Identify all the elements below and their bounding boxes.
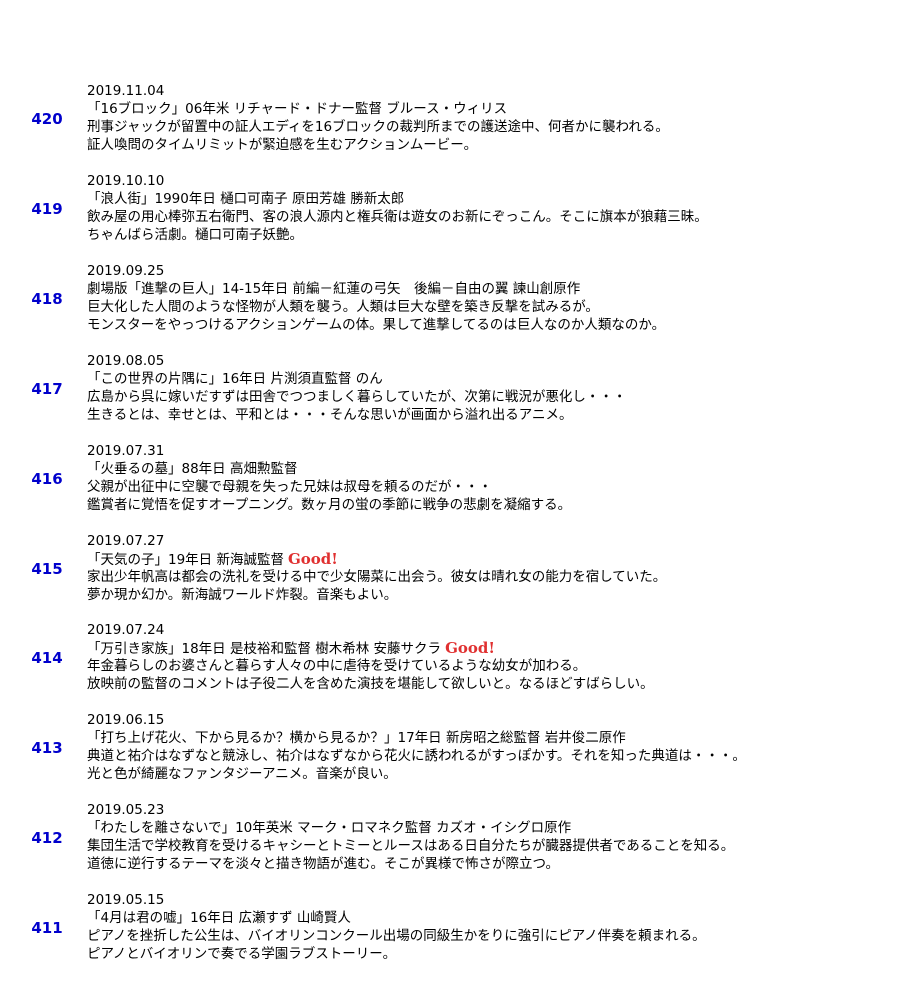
entry-description: 夢か現か幻か。新海誠ワールド炸裂。音楽もよい。 [87, 586, 398, 603]
entry-description: 年金暮らしのお婆さんと暮らす人々の中に虐待を受けているような幼女が加わる。 [87, 658, 587, 675]
entry-description: 広島から呉に嫁いだすずは田舎でつつましく暮らしていたが、次第に戦況が悪化し・・・ [87, 388, 627, 405]
entry-description: 父親が出征中に空襲で母親を失った兄妹は叔母を頼るのだが・・・ [87, 478, 492, 495]
entry-number: 415 [31, 559, 63, 578]
entry-title: 「打ち上げ花火、下から見るか？横から見るか？」17年日 新房昭之総監督 岩井俊二… [87, 729, 626, 747]
title-text: 劇場版「進撃の巨人」14-15年日 前編－紅蓮の弓矢 後編－自由の翼 諫山創原作 [87, 280, 581, 297]
title-text: 「万引き家族」18年日 是枝裕和監督 樹木希林 安藤サクラ [87, 641, 442, 658]
entry-description: モンスターをやっつけるアクションゲームの体。果して進撃してるのは巨人なのか人類な… [87, 316, 666, 333]
entry-date: 2019.06.15 [87, 712, 165, 729]
good-mark: Good! [445, 639, 495, 658]
entry-description: 光と色が綺麗なファンタジーアニメ。音楽が良い。 [87, 766, 397, 783]
entry-title: 「この世界の片隅に」16年日 片渕須直監督 のん [87, 370, 383, 388]
entry-description: 典道と祐介はなずなと競泳し、祐介はなずなから花火に誘われるがすっぽかす。それを知… [87, 748, 746, 765]
entry-date: 2019.07.24 [87, 622, 165, 639]
entry-title: 「天気の子」19年日 新海誠監督 Good! [87, 550, 338, 569]
entry-number: 419 [31, 199, 63, 218]
entry: 418 2019.09.25 劇場版「進撃の巨人」14-15年日 前編－紅蓮の弓矢 … [0, 262, 900, 342]
entry-title: 「4月は君の嘘」16年日 広瀬すず 山崎賢人 [87, 909, 351, 927]
entry-description: 刑事ジャックが留置中の証人エディを16ブロックの裁判所までの護送途中、何者かに襲… [87, 119, 669, 135]
entry: 416 2019.07.31 「火垂るの墓」88年日 高畑勲監督 父親が出征中に空襲で… [0, 442, 900, 522]
entry-title: 「火垂るの墓」88年日 高畑勲監督 [87, 460, 297, 478]
entry-date: 2019.11.04 [87, 83, 165, 99]
entry-date: 2019.05.23 [87, 802, 165, 819]
entry-date: 2019.08.05 [87, 352, 165, 369]
title-text: 「打ち上げ花火、下から見るか？横から見るか？」17年日 新房昭之総監督 岩井俊二… [87, 730, 626, 747]
entry-number: 416 [31, 469, 63, 488]
title-text: 「この世界の片隅に」16年日 片渕須直監督 のん [87, 370, 383, 387]
entry-title: 「わたしを離さないで」10年英米 マーク・ロマネク監督 カズオ・イシグロ原作 [87, 819, 571, 837]
entry: 417 2019.08.05 「この世界の片隅に」16年日 片渕須直監督 のん 広島か… [0, 352, 900, 432]
entry-number: 420 [31, 110, 63, 128]
entry-description: 生きるとは、幸せとは、平和とは・・・そんな思いが画面から溢れ出るアニメ。 [87, 406, 573, 423]
title-text: 「4月は君の嘘」16年日 広瀬すず 山崎賢人 [87, 910, 351, 927]
entry-date: 2019.09.25 [87, 262, 165, 279]
entry-description: 飲み屋の用心棒弥五右衛門、客の浪人源内と権兵衛は遊女のお新にぞっこん。そこに旗本… [87, 208, 708, 225]
entry: 411 2019.05.15 「4月は君の嘘」16年日 広瀬すず 山崎賢人 ピアノを挫… [0, 891, 900, 971]
title-text: 「天気の子」19年日 新海誠監督 [87, 551, 284, 568]
entry-description: 巨大化した人間のような怪物が人類を襲う。人類は巨大な壁を築き反撃を試みるが。 [87, 298, 599, 315]
entry: 412 2019.05.23 「わたしを離さないで」10年英米 マーク・ロマネク監督… [0, 801, 900, 881]
entry-date: 2019.05.15 [87, 892, 165, 909]
entry-number: 414 [31, 649, 63, 668]
entry-number: 418 [31, 289, 63, 308]
entry-number: 413 [31, 739, 63, 758]
entry-number: 417 [31, 379, 63, 398]
entry-title: 「浪人街」1990年日 樋口可南子 原田芳雄 勝新太郎 [87, 190, 404, 208]
entry-title: 「万引き家族」18年日 是枝裕和監督 樹木希林 安藤サクラ Good! [87, 639, 495, 658]
entry-description: 鑑賞者に覚悟を促すオープニング。数ヶ月の蛍の季節に戦争の悲劇を凝縮する。 [87, 496, 572, 513]
entry-description: ピアノを挫折した公生は、バイオリンコンクール出場の同級生かをりに強引にピアノ伴奏… [87, 928, 706, 945]
entry: 420 2019.11.04 「16ブロック」06年米 リチャード・ドナー監督 ブル… [0, 82, 900, 162]
entry-date: 2019.10.10 [87, 172, 165, 189]
entry-description: ちゃんばら活劇。樋口可南子妖艶。 [87, 226, 303, 243]
entry: 415 2019.07.27 「天気の子」19年日 新海誠監督 Good! 家出少年帆高… [0, 532, 900, 612]
good-mark: Good! [287, 549, 338, 568]
entry-description: 放映前の監督のコメントは子役二人を含めた演技を堪能して欲しいと。なるほどすばらし… [87, 676, 654, 693]
entry-number: 412 [31, 829, 63, 848]
title-text: 「浪人街」1990年日 樋口可南子 原田芳雄 勝新太郎 [87, 190, 405, 207]
entry-date: 2019.07.27 [87, 532, 165, 549]
title-text: 「わたしを離さないで」10年英米 マーク・ロマネク監督 カズオ・イシグロ原作 [87, 820, 572, 837]
entry-description: 証人喚問のタイムリミットが緊迫感を生むアクションムービー。 [87, 137, 478, 153]
entry-description: ピアノとバイオリンで奏でる学園ラブストーリー。 [87, 946, 397, 963]
entry: 414 2019.07.24 「万引き家族」18年日 是枝裕和監督 樹木希林 安藤サ… [0, 621, 900, 701]
entry-title: 「16ブロック」06年米 リチャード・ドナー監督 ブルース・ウィリス [87, 100, 507, 118]
entry-title: 劇場版「進撃の巨人」14-15年日 前編－紅蓮の弓矢 後編－自由の翼 諫山創原作 [87, 280, 580, 298]
entry-description: 集団生活で学校教育を受けるキャシーとトミーとルースはある日自分たちが臓器提供者で… [87, 838, 735, 855]
title-text: 「16ブロック」06年米 リチャード・ドナー監督 ブルース・ウィリス [87, 101, 508, 117]
entry-description: 道徳に逆行するテーマを淡々と描き物語が進む。そこが異様で怖さが際立つ。 [87, 856, 559, 873]
title-text: 「火垂るの墓」88年日 高畑勲監督 [87, 460, 298, 477]
entry: 419 2019.10.10 「浪人街」1990年日 樋口可南子 原田芳雄 勝新太郎… [0, 172, 900, 252]
entry: 413 2019.06.15 「打ち上げ花火、下から見るか？横から見るか？」17年日… [0, 711, 900, 791]
entry-number: 411 [31, 919, 63, 938]
entry-date: 2019.07.31 [87, 442, 165, 459]
entry-description: 家出少年帆高は都会の洗礼を受ける中で少女陽菜に出会う。彼女は晴れ女の能力を宿して… [87, 568, 667, 585]
